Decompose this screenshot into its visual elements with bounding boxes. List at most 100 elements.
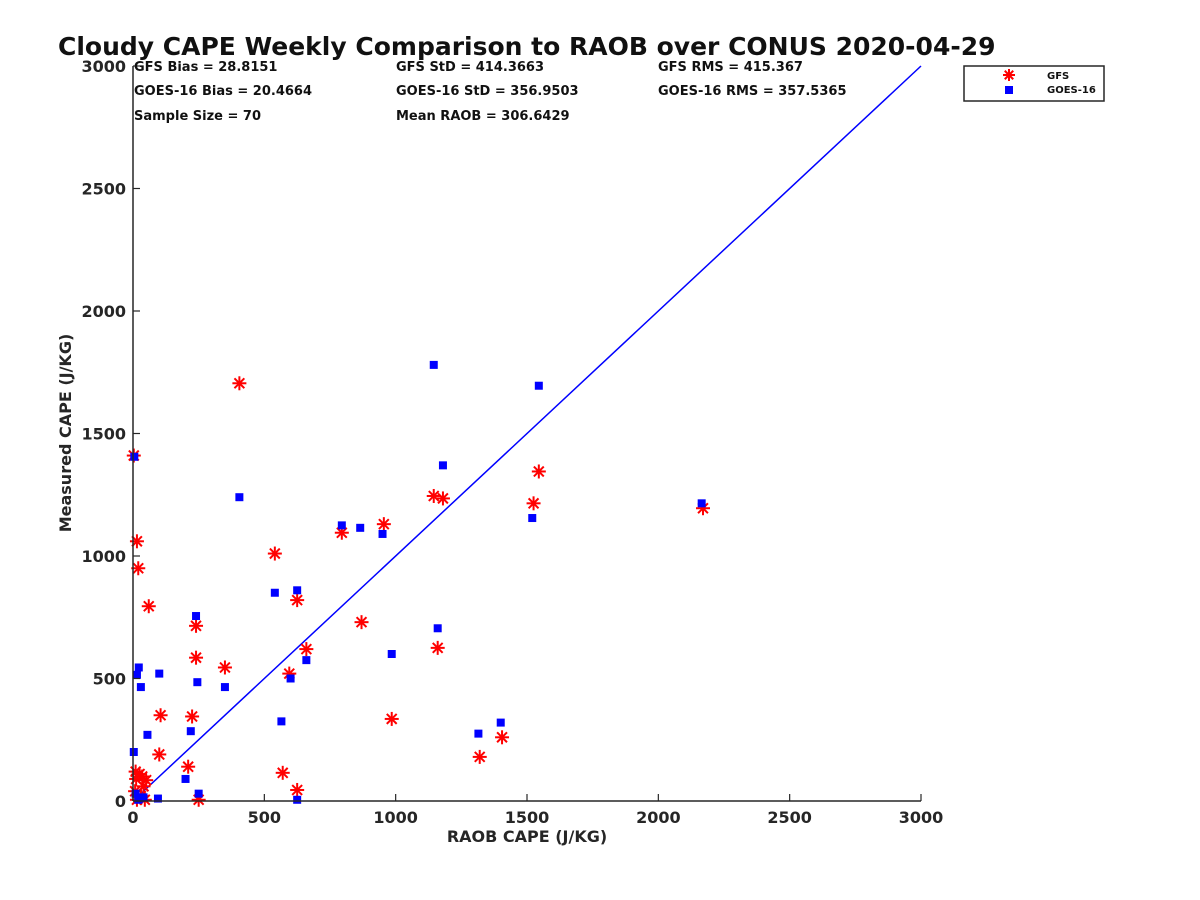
data-point-gfs	[267, 546, 282, 561]
stats-block: GFS Bias = 28.8151 GFS StD = 414.3663 GF…	[134, 60, 847, 124]
legend-gfs-label: GFS	[1047, 71, 1069, 82]
y-tick-label: 1000	[81, 547, 126, 566]
data-point-goes16	[534, 381, 543, 390]
data-point-gfs	[430, 640, 445, 655]
data-point-goes16	[302, 656, 311, 665]
stat-goes-rms: GOES-16 RMS = 357.5365	[658, 84, 847, 99]
data-point-goes16	[697, 499, 706, 508]
data-point-goes16	[130, 452, 139, 461]
data-point-gfs	[275, 765, 290, 780]
data-point-gfs	[152, 747, 167, 762]
plot-area	[126, 65, 922, 807]
series-gfs	[126, 376, 710, 807]
data-point-goes16	[192, 612, 201, 621]
data-point-goes16	[193, 678, 202, 687]
data-point-goes16	[129, 748, 138, 756]
data-point-gfs	[131, 561, 146, 576]
data-point-gfs	[181, 759, 196, 774]
legend-goes16-label: GOES-16	[1047, 85, 1096, 96]
x-tick-label: 0	[127, 808, 138, 827]
y-tick-label: 1500	[81, 425, 126, 444]
data-point-gfs	[290, 782, 305, 797]
data-point-goes16	[155, 669, 164, 678]
data-point-gfs	[495, 730, 510, 745]
x-tick-label: 2000	[636, 808, 681, 827]
data-point-gfs	[141, 599, 156, 614]
data-point-gfs	[384, 711, 399, 726]
y-tick-label: 3000	[81, 57, 126, 76]
data-point-goes16	[433, 624, 442, 633]
data-point-goes16	[286, 674, 295, 683]
data-point-goes16	[387, 650, 396, 658]
data-point-goes16	[293, 586, 302, 595]
data-point-gfs	[299, 642, 314, 657]
data-point-goes16	[194, 789, 203, 798]
data-point-goes16	[235, 493, 244, 502]
chart-title: Cloudy CAPE Weekly Comparison to RAOB ov…	[58, 32, 996, 61]
data-point-goes16	[134, 663, 143, 672]
data-point-goes16	[496, 718, 505, 727]
data-point-goes16	[270, 588, 279, 597]
one-to-one-reference-line	[132, 65, 922, 802]
x-tick-label: 1000	[373, 808, 418, 827]
data-point-gfs	[531, 464, 546, 479]
data-point-goes16	[186, 727, 195, 736]
data-point-goes16	[131, 789, 140, 798]
stat-goes-bias: GOES-16 Bias = 20.4664	[134, 84, 312, 99]
data-point-goes16	[528, 514, 537, 523]
data-point-goes16	[277, 717, 286, 726]
data-point-goes16	[143, 730, 152, 739]
y-axis-ticks: 0 500 1000 1500 2000 2500 3000	[81, 57, 140, 811]
x-tick-label: 3000	[899, 808, 944, 827]
legend: GFS GOES-16	[963, 65, 1105, 102]
legend-gfs-asterisk-icon	[1003, 69, 1015, 81]
stat-gfs-std: GFS StD = 414.3663	[396, 60, 544, 75]
y-tick-label: 500	[93, 670, 126, 689]
x-tick-label: 500	[248, 808, 281, 827]
legend-box	[963, 65, 1105, 102]
stat-sample-size: Sample Size = 70	[134, 109, 261, 124]
data-point-gfs	[290, 593, 305, 608]
data-point-goes16	[429, 360, 438, 369]
stat-gfs-rms: GFS RMS = 415.367	[658, 60, 803, 75]
legend-gfs-marker-icon	[1003, 69, 1015, 81]
legend-goes16-marker-icon	[1005, 86, 1013, 94]
data-point-goes16	[356, 523, 365, 532]
data-point-goes16	[220, 683, 229, 692]
x-axis-ticks: 0 500 1000 1500 2000 2500 3000	[127, 794, 943, 827]
data-point-gfs	[185, 709, 200, 724]
data-point-gfs	[376, 517, 391, 532]
data-point-gfs	[129, 534, 144, 549]
data-point-goes16	[181, 774, 190, 783]
stat-goes-std: GOES-16 StD = 356.9503	[396, 84, 579, 99]
data-point-goes16	[337, 521, 346, 530]
data-point-gfs	[435, 491, 450, 506]
data-point-gfs	[189, 618, 204, 633]
data-point-goes16	[438, 461, 447, 470]
y-tick-label: 2000	[81, 302, 126, 321]
data-point-goes16	[139, 793, 148, 802]
data-point-goes16	[293, 795, 302, 804]
data-point-goes16	[378, 529, 387, 538]
y-axis-label: Measured CAPE (J/KG)	[56, 334, 75, 533]
data-point-gfs	[189, 650, 204, 665]
data-point-gfs	[153, 708, 168, 723]
data-point-gfs	[217, 660, 232, 675]
series-goes16	[129, 360, 706, 804]
y-tick-label: 2500	[81, 180, 126, 199]
data-point-gfs	[426, 488, 441, 503]
stat-mean-raob: Mean RAOB = 306.6429	[396, 109, 570, 124]
data-point-goes16	[153, 794, 162, 803]
y-tick-label: 0	[115, 792, 126, 811]
data-point-gfs	[354, 615, 369, 630]
x-axis-label: RAOB CAPE (J/KG)	[447, 827, 607, 846]
data-point-gfs	[472, 749, 487, 764]
data-point-goes16	[136, 683, 145, 692]
data-point-goes16	[474, 729, 483, 738]
stat-gfs-bias: GFS Bias = 28.8151	[134, 60, 277, 75]
data-point-gfs	[526, 496, 541, 511]
x-tick-label: 2500	[767, 808, 812, 827]
x-tick-label: 1500	[505, 808, 550, 827]
data-point-gfs	[232, 376, 247, 391]
